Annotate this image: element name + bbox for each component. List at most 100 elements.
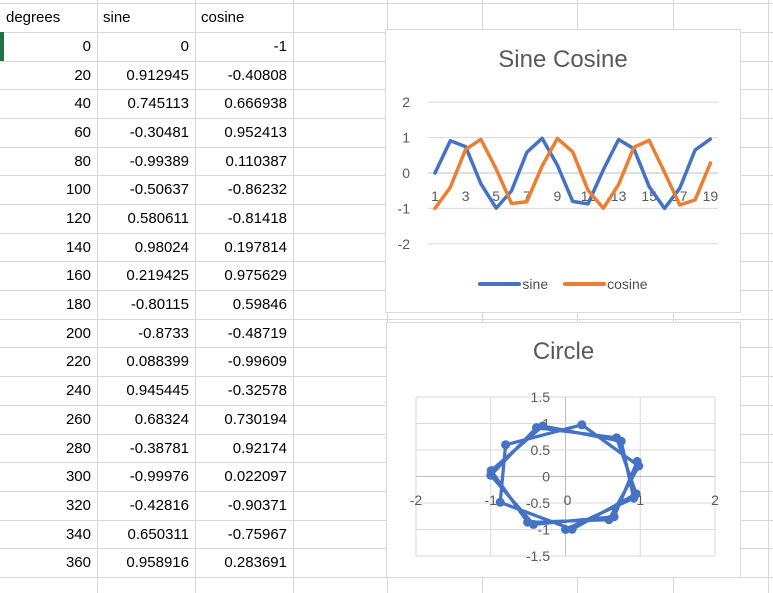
cell[interactable]: 200 — [65, 324, 91, 342]
cell[interactable]: -0.32578 — [227, 382, 287, 400]
cell[interactable]: 0.98024 — [134, 238, 189, 256]
column-header[interactable]: sine — [103, 9, 131, 27]
legend-item-cosine: cosine — [563, 276, 648, 292]
cell[interactable]: 0 — [180, 37, 189, 55]
cell[interactable]: 40 — [74, 95, 91, 113]
cell[interactable]: -0.86232 — [227, 181, 287, 199]
cell[interactable]: -0.48719 — [227, 324, 287, 342]
data-point-marker — [567, 524, 577, 534]
axis-tick-label: 5 — [492, 188, 500, 204]
cell[interactable]: 0.59846 — [232, 296, 287, 314]
cell[interactable]: -0.50637 — [129, 181, 189, 199]
column-header[interactable]: cosine — [201, 9, 245, 27]
column-header[interactable]: degrees — [6, 9, 61, 27]
table-row: 80 -0.99389 0.110387 — [0, 147, 293, 176]
cell[interactable]: 0.022097 — [224, 468, 287, 486]
data-point-marker — [609, 511, 619, 521]
table-row: 240 0.945445 -0.32578 — [0, 376, 293, 405]
circle-chart[interactable]: 1.5 1 0.5 0 -0.5 -1 -1.5 -2 -1 0 1 2 Circle — [386, 322, 741, 578]
cell[interactable]: 60 — [74, 124, 91, 142]
cell[interactable]: 0.912945 — [126, 66, 189, 84]
table-row: 160 0.219425 0.975629 — [0, 261, 293, 290]
cell[interactable]: 0.975629 — [224, 267, 287, 285]
data-point-marker — [632, 456, 642, 466]
sine-cosine-chart[interactable]: 2 1 0 -1 -2 1 3 5 7 9 11 13 15 17 19 Sine Cosine sine … — [385, 29, 741, 313]
table-row: 60 -0.30481 0.952413 — [0, 118, 293, 147]
cell[interactable]: -0.42816 — [129, 496, 189, 514]
y-axis-labels: 2 1 0 -1 -2 — [397, 94, 410, 252]
cell[interactable]: 0.110387 — [225, 152, 287, 170]
cell[interactable]: 140 — [65, 238, 91, 256]
cell[interactable]: -0.75967 — [227, 525, 287, 543]
cell[interactable]: -0.80115 — [130, 296, 189, 314]
cell[interactable]: -0.99389 — [129, 152, 189, 170]
cell[interactable]: 0.088399 — [126, 353, 189, 371]
cell[interactable]: 0.952413 — [224, 124, 287, 142]
cell[interactable]: -1 — [273, 37, 287, 55]
cell[interactable]: 0.283691 — [224, 554, 287, 572]
cell[interactable]: 220 — [65, 353, 91, 371]
cell[interactable]: 0.580611 — [127, 210, 189, 228]
grid-column-line — [97, 0, 98, 593]
cell[interactable]: 280 — [65, 439, 91, 457]
axis-tick-label: 0 — [563, 492, 571, 508]
axis-tick-label: 0 — [402, 165, 410, 181]
cell[interactable]: 80 — [74, 152, 91, 170]
y-gridlines — [427, 101, 718, 244]
cell[interactable]: 0.650311 — [127, 525, 189, 543]
cell[interactable]: 20 — [74, 66, 91, 84]
cell[interactable]: 0.92174 — [232, 439, 287, 457]
cell[interactable]: 340 — [65, 525, 91, 543]
cell[interactable]: 320 — [65, 496, 91, 514]
cell[interactable]: 0.197814 — [224, 238, 287, 256]
sine-legend-label: sine — [522, 276, 549, 292]
cell[interactable]: 0.730194 — [224, 410, 287, 428]
legend-item-sine: sine — [478, 276, 548, 292]
cell[interactable]: -0.81418 — [227, 210, 287, 228]
cosine-legend-label: cosine — [607, 276, 648, 292]
cell[interactable]: 0.945445 — [126, 382, 189, 400]
table-row: 200 -0.8733 -0.48719 — [0, 319, 293, 348]
axis-tick-label: 1 — [402, 129, 410, 145]
sine-series-line — [432, 136, 712, 210]
table-row: 300 -0.99976 0.022097 — [0, 462, 293, 491]
data-point-marker — [495, 497, 505, 507]
table-row: 140 0.98024 0.197814 — [0, 233, 293, 262]
cell[interactable]: -0.8733 — [138, 324, 189, 342]
header-row: degrees sine cosine — [0, 3, 293, 32]
cell[interactable]: 180 — [65, 296, 91, 314]
cell[interactable]: 160 — [65, 267, 91, 285]
axis-tick-label: 2 — [711, 492, 719, 508]
data-point-marker — [611, 432, 621, 442]
axis-tick-label: 1 — [431, 188, 439, 204]
cell[interactable]: 0 — [82, 37, 91, 55]
cell[interactable]: -0.99609 — [227, 353, 287, 371]
cell[interactable]: -0.30481 — [129, 124, 189, 142]
cell[interactable]: 120 — [65, 210, 91, 228]
cell[interactable]: -0.40808 — [227, 66, 287, 84]
x-axis-labels: -2 -1 0 1 2 — [409, 492, 718, 508]
cell[interactable]: 0.68324 — [134, 410, 189, 428]
cell[interactable]: 0.958916 — [126, 554, 189, 572]
grid-column-line — [768, 0, 769, 593]
table-row: 40 0.745113 0.666938 — [0, 89, 293, 118]
cell[interactable]: -0.38781 — [129, 439, 189, 457]
cell[interactable]: -0.90371 — [227, 496, 287, 514]
data-point-marker — [576, 419, 586, 429]
data-point-marker — [485, 470, 495, 480]
axis-tick-label: 1.5 — [530, 389, 550, 405]
table-row: 360 0.958916 0.283691 — [0, 548, 293, 577]
axis-tick-label: -2 — [397, 235, 410, 251]
data-point-marker — [531, 422, 541, 432]
cell[interactable]: -0.99976 — [129, 468, 189, 486]
table-row: 20 0.912945 -0.40808 — [0, 61, 293, 90]
cell[interactable]: 100 — [65, 181, 91, 199]
cell[interactable]: 260 — [65, 410, 91, 428]
cell[interactable]: 300 — [65, 468, 91, 486]
cell[interactable]: 0.745113 — [127, 95, 189, 113]
cell[interactable]: 0.666938 — [224, 95, 287, 113]
cell[interactable]: 360 — [65, 554, 91, 572]
axis-tick-label: -1.5 — [525, 548, 549, 564]
cell[interactable]: 240 — [65, 382, 91, 400]
cell[interactable]: 0.219425 — [126, 267, 189, 285]
